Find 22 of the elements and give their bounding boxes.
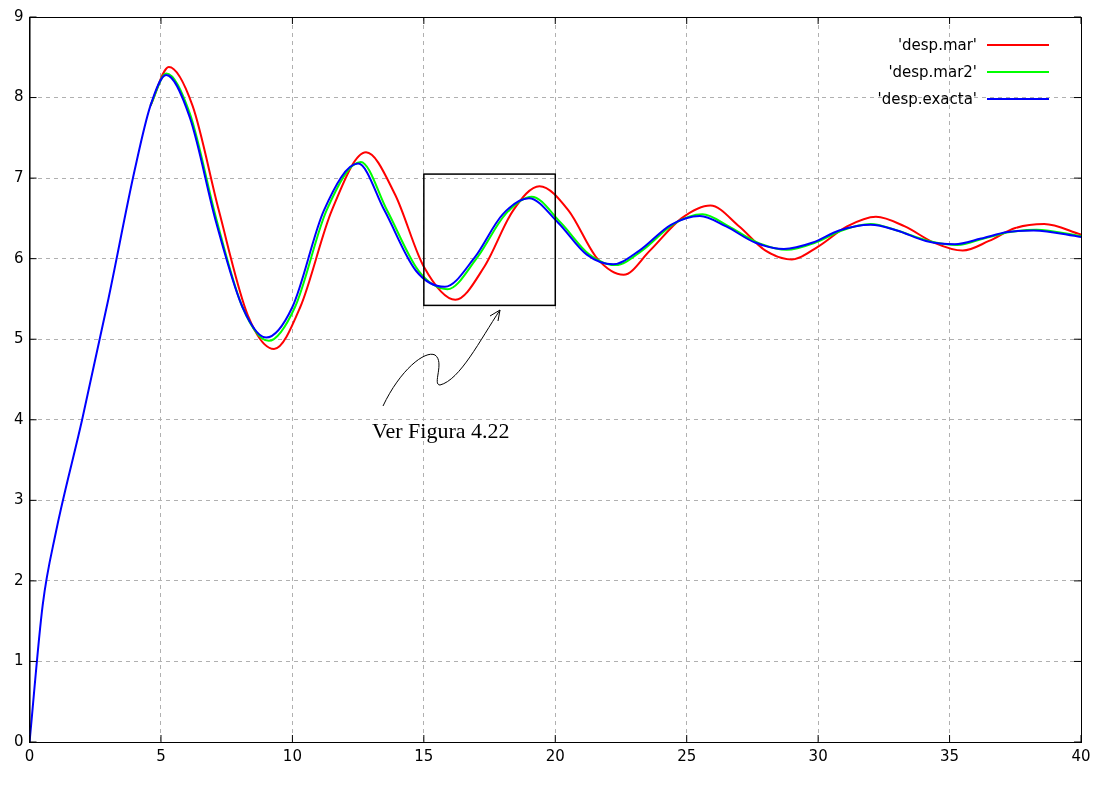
y-tick-label: 2 bbox=[14, 570, 24, 589]
y-tick-label: 9 bbox=[14, 6, 24, 25]
x-tick-label: 30 bbox=[808, 746, 828, 765]
y-tick-label: 0 bbox=[14, 731, 24, 750]
x-tick-label: 5 bbox=[156, 746, 166, 765]
y-tick-label: 7 bbox=[14, 168, 24, 186]
x-tick-label: 20 bbox=[545, 746, 565, 765]
y-tick-label: 3 bbox=[14, 490, 24, 509]
legend-label: 'desp.exacta' bbox=[877, 89, 977, 108]
y-tick-label: 8 bbox=[14, 87, 24, 106]
y-tick-label: 4 bbox=[14, 409, 24, 428]
y-tick-label: 5 bbox=[14, 329, 24, 348]
x-tick-label: 15 bbox=[414, 746, 434, 765]
legend-label: 'desp.mar2' bbox=[888, 62, 977, 81]
x-tick-label: 25 bbox=[677, 746, 697, 765]
annotation: Ver Figura 4.22 bbox=[372, 418, 510, 444]
y-tick-label: 1 bbox=[14, 651, 24, 670]
legend-label: 'desp.mar' bbox=[897, 35, 977, 54]
x-tick-label: 35 bbox=[940, 746, 960, 765]
x-tick-label: 10 bbox=[282, 746, 302, 765]
y-tick-label: 6 bbox=[14, 248, 24, 267]
x-tick-label: 40 bbox=[1071, 746, 1091, 765]
